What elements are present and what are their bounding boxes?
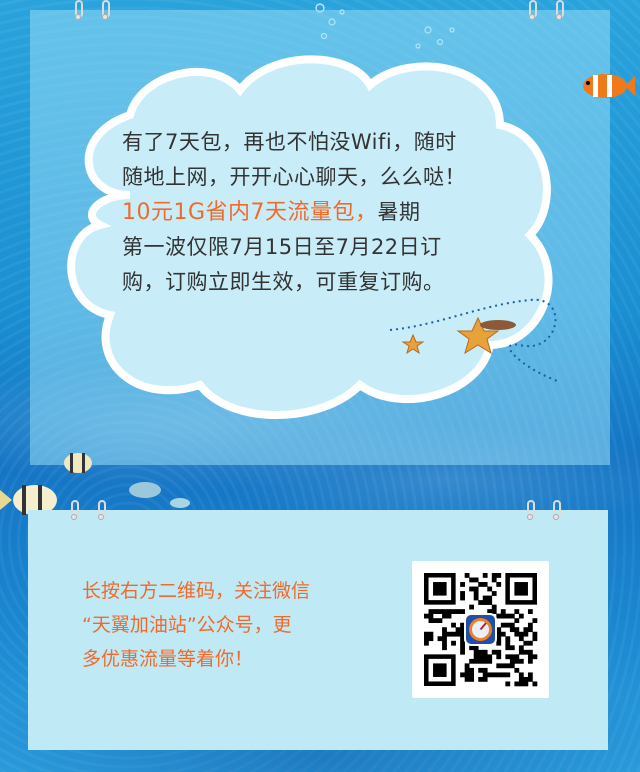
cloud-message: 有了7天包，再也不怕没Wifi，随时 随地上网，开开心心聊天，么么哒！ 10元1…	[122, 125, 522, 300]
cloud-line-3: 10元1G省内7天流量包，暑期	[122, 195, 522, 230]
cloud-line-3-rest: 暑期	[377, 200, 421, 224]
cloud-line-2: 随地上网，开开心心聊天，么么哒！	[122, 165, 466, 189]
promo-line-3: 多优惠流量等着你！	[82, 648, 254, 670]
qr-finder-pattern	[424, 654, 456, 686]
qr-code-icon	[424, 573, 538, 687]
qr-finder-pattern	[424, 573, 456, 605]
bottom-left-clip-2	[97, 500, 106, 522]
bottom-left-clip-1	[70, 500, 79, 522]
speech-cloud	[67, 55, 560, 419]
speedometer-app-icon	[464, 613, 497, 646]
top-right-clip-1	[528, 0, 537, 22]
cloud-line-5: 购，订购立即生效，可重复订购。	[122, 270, 445, 294]
top-right-clip-2	[555, 0, 564, 22]
cloud-line-1: 有了7天包，再也不怕没Wifi，随时	[122, 130, 457, 154]
bottom-right-clip-1	[526, 500, 535, 522]
promo-line-1: 长按右方二维码，关注微信	[82, 580, 311, 602]
follow-instructions: 长按右方二维码，关注微信 “天翼加油站”公众号，更 多优惠流量等着你！	[82, 574, 392, 676]
promo-line-2: “天翼加油站”公众号，更	[82, 614, 292, 636]
cloud-line-4: 第一波仅限7月15日至7月22日订	[122, 235, 442, 259]
qr-finder-pattern	[505, 573, 537, 605]
starfish-decoration	[401, 316, 516, 355]
angelfish-group-icon	[0, 453, 190, 515]
qr-code[interactable]	[412, 561, 549, 698]
clownfish-icon	[583, 74, 635, 98]
top-left-clip-2	[101, 0, 110, 22]
bottom-right-clip-2	[552, 500, 561, 522]
top-left-clip-1	[74, 0, 83, 22]
package-highlight: 10元1G省内7天流量包，	[122, 200, 378, 225]
